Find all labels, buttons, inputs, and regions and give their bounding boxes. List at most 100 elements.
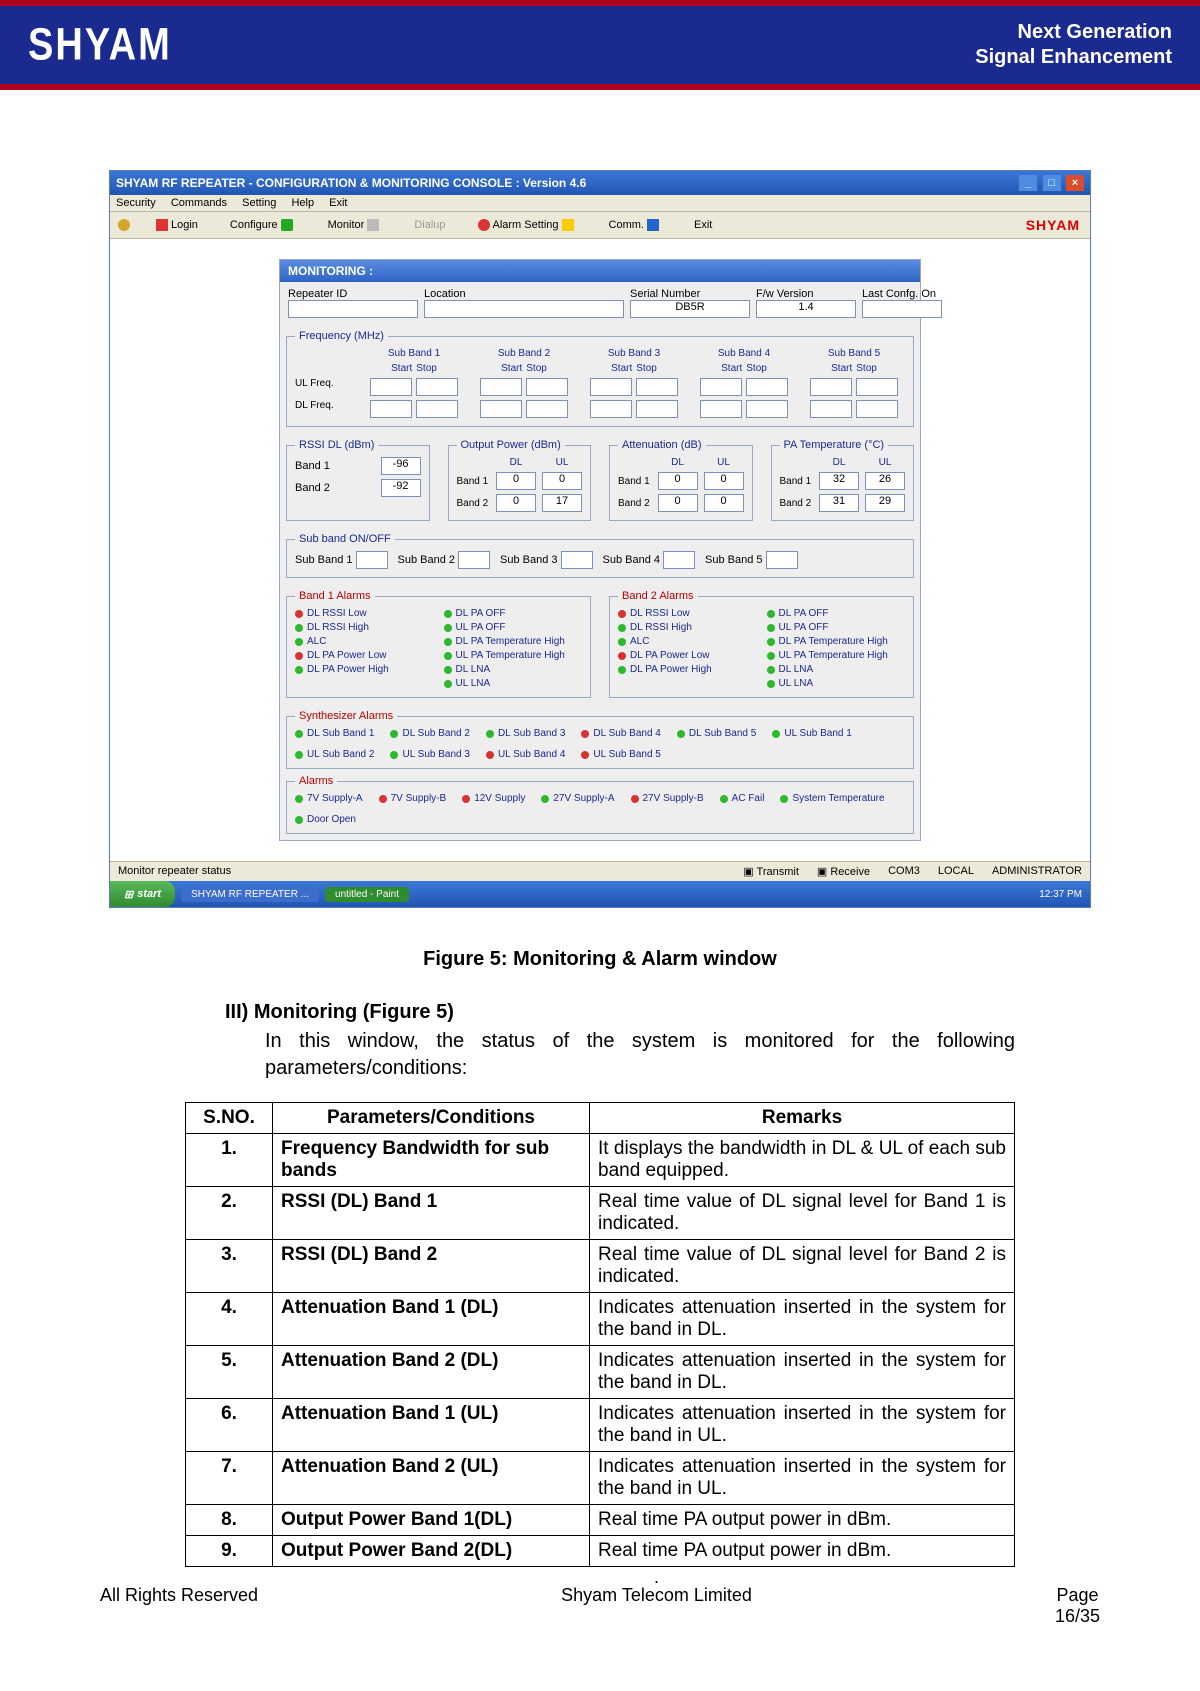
- ul-b1-start[interactable]: [370, 378, 412, 396]
- status-led-icon: [444, 680, 452, 688]
- ul-b4-start[interactable]: [700, 378, 742, 396]
- alarm-label: ALC: [307, 636, 326, 647]
- status-led-icon: [295, 816, 303, 824]
- opwr-b2-ul[interactable]: 17: [542, 494, 582, 512]
- status-led-icon: [581, 751, 589, 759]
- ul-b3-stop[interactable]: [636, 378, 678, 396]
- legend-subband: Sub band ON/OFF: [295, 533, 395, 545]
- menu-security[interactable]: Security: [116, 197, 156, 209]
- att-b1-ul[interactable]: 0: [704, 472, 744, 490]
- field-fw[interactable]: 1.4: [756, 300, 856, 318]
- toolbar-exit[interactable]: Exit: [685, 216, 721, 234]
- status-led-icon: [767, 652, 775, 660]
- patemp-b1-ul[interactable]: 26: [865, 472, 905, 490]
- alarm-led-item: DL PA Power Low: [295, 650, 434, 661]
- header-line1: Next Generation: [975, 20, 1172, 45]
- fieldset-attenuation: Attenuation (dB) DLUL Band 100 Band 200: [609, 439, 753, 521]
- opwr-b2-dl[interactable]: 0: [496, 494, 536, 512]
- status-led-icon: [618, 666, 626, 674]
- dl-b5-stop[interactable]: [856, 400, 898, 418]
- status-led-icon: [295, 666, 303, 674]
- task-item-1[interactable]: SHYAM RF REPEATER ...: [181, 887, 319, 902]
- status-led-icon: [618, 652, 626, 660]
- status-led-icon: [390, 751, 398, 759]
- alarm-led-item: DL PA Power High: [618, 664, 757, 675]
- att-b1-dl[interactable]: 0: [658, 472, 698, 490]
- dl-b5-start[interactable]: [810, 400, 852, 418]
- cell-remark: Indicates attenuation inserted in the sy…: [590, 1452, 1015, 1505]
- dl-b1-start[interactable]: [370, 400, 412, 418]
- toolbar-comm[interactable]: Comm.: [600, 216, 671, 234]
- close-icon[interactable]: ×: [1066, 175, 1084, 191]
- header-tagline: Next Generation Signal Enhancement: [975, 20, 1172, 70]
- rssi-b1[interactable]: -96: [381, 457, 421, 475]
- synth-alarm-item: DL Sub Band 4: [581, 728, 660, 739]
- ul-b5-start[interactable]: [810, 378, 852, 396]
- alarm-label: DL PA Power Low: [630, 650, 709, 661]
- toolbar-monitor[interactable]: Monitor: [319, 216, 392, 234]
- task-item-2[interactable]: untitled - Paint: [325, 887, 409, 902]
- alarm-label: DL PA Power High: [630, 664, 712, 675]
- fieldset-output-power: Output Power (dBm) DLUL Band 100 Band 20…: [448, 439, 592, 521]
- alarm-label: DL PA Temperature High: [779, 636, 888, 647]
- dl-b1-stop[interactable]: [416, 400, 458, 418]
- sb2-state[interactable]: [458, 551, 490, 569]
- status-led-icon: [295, 624, 303, 632]
- opwr-b1-ul[interactable]: 0: [542, 472, 582, 490]
- synth-alarm-item: DL Sub Band 5: [677, 728, 756, 739]
- alarm-label: DL RSSI High: [630, 622, 692, 633]
- start-button[interactable]: ⊞ start: [110, 881, 175, 907]
- att-b2-ul[interactable]: 0: [704, 494, 744, 512]
- dl-b4-stop[interactable]: [746, 400, 788, 418]
- th-sno: S.NO.: [186, 1103, 273, 1134]
- toolbar-alarm[interactable]: Alarm Setting: [469, 216, 586, 234]
- dl-b3-stop[interactable]: [636, 400, 678, 418]
- field-repeater-id[interactable]: [288, 300, 418, 318]
- menu-exit[interactable]: Exit: [329, 197, 347, 209]
- status-led-icon: [581, 730, 589, 738]
- ul-b2-stop[interactable]: [526, 378, 568, 396]
- opwr-b1-dl[interactable]: 0: [496, 472, 536, 490]
- alarm-label: DL RSSI Low: [630, 608, 690, 619]
- dl-b3-start[interactable]: [590, 400, 632, 418]
- menu-help[interactable]: Help: [291, 197, 314, 209]
- alarm-label: DL LNA: [779, 664, 814, 675]
- dl-b4-start[interactable]: [700, 400, 742, 418]
- system-alarm-item: 7V Supply-A: [295, 793, 363, 804]
- field-serial[interactable]: DB5R: [630, 300, 750, 318]
- monitoring-title: MONITORING :: [280, 260, 920, 282]
- ul-b2-start[interactable]: [480, 378, 522, 396]
- patemp-b1-dl[interactable]: 32: [819, 472, 859, 490]
- th-remarks: Remarks: [590, 1103, 1015, 1134]
- sb1-state[interactable]: [356, 551, 388, 569]
- att-b2-dl[interactable]: 0: [658, 494, 698, 512]
- patemp-b2-ul[interactable]: 29: [865, 494, 905, 512]
- ul-b5-stop[interactable]: [856, 378, 898, 396]
- ul-b4-stop[interactable]: [746, 378, 788, 396]
- menu-commands[interactable]: Commands: [171, 197, 227, 209]
- dl-b2-stop[interactable]: [526, 400, 568, 418]
- ul-b1-stop[interactable]: [416, 378, 458, 396]
- system-alarm-item: 12V Supply: [462, 793, 525, 804]
- field-location[interactable]: [424, 300, 624, 318]
- menu-setting[interactable]: Setting: [242, 197, 276, 209]
- toolbar-login[interactable]: Login: [147, 216, 207, 234]
- minimize-icon[interactable]: _: [1019, 175, 1037, 191]
- rssi-b2[interactable]: -92: [381, 479, 421, 497]
- figure-caption: Figure 5: Monitoring & Alarm window: [0, 948, 1200, 971]
- sb5-state[interactable]: [766, 551, 798, 569]
- dl-b2-start[interactable]: [480, 400, 522, 418]
- maximize-icon[interactable]: □: [1043, 175, 1061, 191]
- cell-remark: Indicates attenuation inserted in the sy…: [590, 1293, 1015, 1346]
- status-receive: ▣ Receive: [817, 865, 870, 878]
- sb3-state[interactable]: [561, 551, 593, 569]
- cell-param: Attenuation Band 2 (UL): [273, 1452, 590, 1505]
- ul-b3-start[interactable]: [590, 378, 632, 396]
- monitoring-panel: MONITORING : Repeater ID Location Serial…: [279, 259, 921, 841]
- toolbar-configure[interactable]: Configure: [221, 216, 305, 234]
- label-repeater-id: Repeater ID: [288, 288, 418, 300]
- sb4-state[interactable]: [663, 551, 695, 569]
- patemp-b2-dl[interactable]: 31: [819, 494, 859, 512]
- page-footer: All Rights Reserved . Shyam Telecom Limi…: [10, 1585, 1190, 1657]
- field-last[interactable]: [862, 300, 942, 318]
